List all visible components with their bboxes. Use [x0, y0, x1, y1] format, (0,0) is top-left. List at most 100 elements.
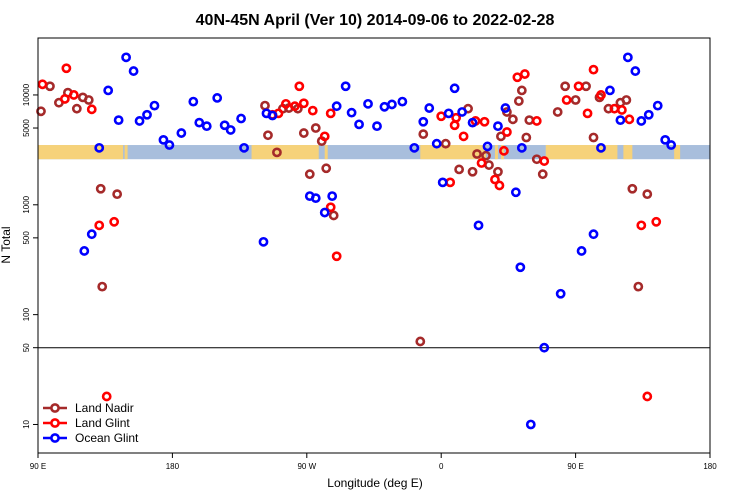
data-point — [354, 119, 364, 130]
data-point — [493, 166, 503, 177]
data-point — [415, 336, 426, 347]
data-point — [94, 142, 105, 153]
data-point — [493, 121, 503, 132]
data-point — [588, 229, 599, 240]
data-point — [121, 52, 132, 63]
data-point — [621, 95, 632, 105]
x-tick-label: 180 — [166, 462, 180, 471]
data-point — [418, 129, 429, 140]
legend-entry: Land Glint — [75, 416, 130, 430]
data-point — [555, 288, 566, 299]
data-point — [457, 107, 468, 117]
data-point — [188, 96, 199, 107]
data-point — [272, 147, 282, 158]
data-point — [524, 115, 535, 126]
data-point — [467, 117, 478, 128]
data-point — [331, 101, 342, 112]
data-point — [479, 116, 490, 127]
data-point — [609, 103, 620, 114]
data-point — [424, 103, 435, 113]
data-point — [500, 103, 511, 113]
data-point — [97, 281, 108, 292]
data-point — [445, 177, 456, 188]
data-point — [596, 142, 606, 153]
data-point — [525, 419, 536, 430]
legend-marker — [50, 433, 60, 443]
land-segment — [120, 145, 124, 160]
data-point — [260, 100, 270, 111]
data-point — [201, 121, 212, 132]
data-point — [484, 160, 494, 170]
data-point — [328, 210, 339, 221]
data-point — [95, 183, 106, 194]
data-point — [499, 145, 509, 156]
data-point — [36, 106, 46, 117]
legend-marker — [50, 403, 60, 413]
land-segment — [124, 145, 128, 160]
data-point — [652, 100, 663, 111]
land-segment — [500, 145, 504, 160]
data-point — [512, 72, 523, 83]
land-segment — [494, 145, 498, 160]
x-tick-label: 90 E — [30, 462, 46, 471]
x-tick-label: 90 E — [567, 462, 583, 471]
data-point — [582, 108, 593, 119]
data-point — [537, 169, 548, 180]
data-point — [437, 177, 448, 188]
data-point — [225, 125, 236, 135]
y-tick-label: 1000 — [22, 195, 31, 213]
data-point — [552, 107, 563, 117]
series-ocean-glint — [79, 52, 677, 430]
data-point — [440, 138, 451, 149]
data-point — [516, 85, 527, 96]
data-point — [319, 131, 330, 142]
data-point — [101, 391, 112, 402]
data-point — [642, 391, 653, 402]
data-point — [409, 142, 420, 153]
data-point — [45, 81, 55, 92]
data-point — [513, 96, 524, 106]
x-tick-label: 180 — [703, 462, 717, 471]
data-point — [68, 90, 79, 100]
ocean-band — [38, 145, 710, 160]
data-point — [616, 105, 627, 115]
data-points — [36, 52, 677, 430]
data-point — [624, 114, 635, 125]
data-point — [327, 191, 338, 201]
data-point — [510, 187, 521, 198]
data-point — [59, 94, 70, 104]
y-tick-label: 500 — [22, 231, 31, 245]
data-point — [263, 130, 273, 141]
data-point — [280, 98, 291, 109]
data-point — [539, 156, 550, 166]
data-point — [346, 107, 357, 118]
data-point — [379, 101, 390, 112]
data-point — [142, 109, 152, 120]
data-point — [149, 100, 160, 111]
y-axis-label: N Total — [0, 226, 13, 263]
data-point — [622, 52, 633, 63]
data-point — [219, 120, 230, 131]
data-point — [267, 110, 278, 121]
plot-frame — [37, 37, 711, 454]
x-axis: 90 E 180 90 W 0 90 E 180 — [30, 453, 717, 471]
data-point — [113, 115, 124, 126]
y-tick-label: 5000 — [22, 119, 31, 137]
data-point — [340, 81, 351, 92]
data-point — [449, 120, 460, 131]
land-segment — [251, 145, 319, 160]
data-point — [109, 216, 120, 227]
y-tick-label: 100 — [22, 307, 31, 321]
data-point — [643, 109, 654, 120]
data-point — [515, 262, 526, 273]
data-point — [298, 128, 309, 138]
y-tick-label: 10000 — [22, 83, 31, 106]
data-point — [451, 112, 462, 123]
data-point — [560, 81, 571, 92]
data-point — [94, 220, 105, 231]
data-point — [472, 149, 482, 159]
land-segment — [545, 145, 618, 160]
y-axis: 10 50 100 500 1000 5000 10000 — [22, 83, 38, 429]
data-point — [561, 95, 572, 105]
